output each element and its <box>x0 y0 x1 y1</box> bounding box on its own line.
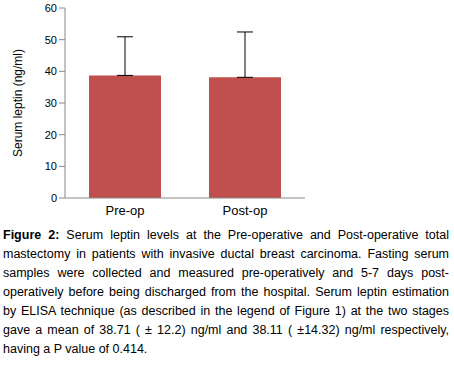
html-text:Figure 2:: Figure 2: <box>3 228 60 242</box>
svg-text:Serum leptin (ng/ml): Serum leptin (ng/ml) <box>11 49 25 157</box>
svg-text:Pre-op: Pre-op <box>105 203 144 218</box>
html-text:Serum leptin levels at the Pre: Serum leptin levels at the Pre-operative… <box>3 228 449 356</box>
svg-text:60: 60 <box>45 2 57 14</box>
svg-text:20: 20 <box>45 129 57 141</box>
svg-text:50: 50 <box>45 34 57 46</box>
svg-text:10: 10 <box>45 160 57 172</box>
svg-text:Post-op: Post-op <box>223 203 268 218</box>
svg-text:40: 40 <box>45 65 57 77</box>
svg-text:0: 0 <box>51 192 57 204</box>
svg-text:30: 30 <box>45 97 57 109</box>
